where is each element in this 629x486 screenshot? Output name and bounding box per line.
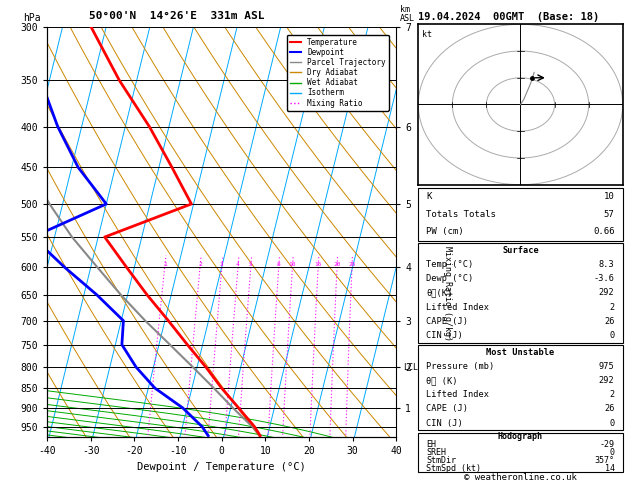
Text: Temp (°C): Temp (°C) (426, 260, 474, 269)
Text: © weatheronline.co.uk: © weatheronline.co.uk (464, 473, 577, 482)
Text: CIN (J): CIN (J) (426, 418, 463, 428)
Text: 357°: 357° (594, 456, 615, 465)
Text: 3: 3 (220, 262, 224, 267)
Text: 1: 1 (163, 262, 167, 267)
Text: 26: 26 (604, 404, 615, 414)
Text: 50°00'N  14°26'E  331m ASL: 50°00'N 14°26'E 331m ASL (89, 11, 265, 20)
Text: 0.66: 0.66 (593, 227, 615, 236)
Text: 2: 2 (610, 390, 615, 399)
Text: 292: 292 (599, 376, 615, 385)
Text: 26: 26 (604, 317, 615, 326)
Text: 20: 20 (333, 262, 341, 267)
Text: 8: 8 (277, 262, 281, 267)
Text: Pressure (mb): Pressure (mb) (426, 362, 495, 371)
Text: 57: 57 (604, 210, 615, 219)
Text: 25: 25 (348, 262, 356, 267)
Text: CAPE (J): CAPE (J) (426, 317, 469, 326)
Text: Surface: Surface (502, 245, 539, 255)
Text: 0: 0 (610, 418, 615, 428)
Text: hPa: hPa (23, 13, 40, 23)
Text: CIN (J): CIN (J) (426, 331, 463, 340)
Text: 0: 0 (610, 448, 615, 457)
Text: 975: 975 (599, 362, 615, 371)
Text: EH: EH (426, 440, 437, 449)
Text: Lifted Index: Lifted Index (426, 303, 489, 312)
Text: 10: 10 (604, 192, 615, 201)
Text: Most Unstable: Most Unstable (486, 347, 555, 357)
Text: SREH: SREH (426, 448, 447, 457)
Text: -29: -29 (599, 440, 615, 449)
Text: -3.6: -3.6 (594, 274, 615, 283)
Text: LCL: LCL (403, 363, 418, 371)
Text: 2: 2 (610, 303, 615, 312)
Text: 4: 4 (236, 262, 240, 267)
Text: km
ASL: km ASL (400, 5, 415, 23)
Text: StmDir: StmDir (426, 456, 457, 465)
Text: K: K (426, 192, 432, 201)
Text: 2: 2 (198, 262, 202, 267)
Text: θᴇ(K): θᴇ(K) (426, 288, 453, 297)
Text: 19.04.2024  00GMT  (Base: 18): 19.04.2024 00GMT (Base: 18) (418, 12, 599, 22)
Text: Mixing Ratio (g/kg): Mixing Ratio (g/kg) (443, 246, 452, 341)
Text: Hodograph: Hodograph (498, 432, 543, 441)
Legend: Temperature, Dewpoint, Parcel Trajectory, Dry Adiabat, Wet Adiabat, Isotherm, Mi: Temperature, Dewpoint, Parcel Trajectory… (287, 35, 389, 111)
Text: PW (cm): PW (cm) (426, 227, 464, 236)
Text: 0: 0 (610, 331, 615, 340)
Text: 292: 292 (599, 288, 615, 297)
Text: 14: 14 (604, 464, 615, 473)
Text: kt: kt (421, 30, 431, 39)
Text: θᴇ (K): θᴇ (K) (426, 376, 458, 385)
Text: Dewp (°C): Dewp (°C) (426, 274, 474, 283)
X-axis label: Dewpoint / Temperature (°C): Dewpoint / Temperature (°C) (137, 462, 306, 472)
Text: 8.3: 8.3 (599, 260, 615, 269)
Text: 5: 5 (249, 262, 253, 267)
Text: 10: 10 (289, 262, 296, 267)
Text: 15: 15 (314, 262, 322, 267)
Text: StmSpd (kt): StmSpd (kt) (426, 464, 481, 473)
Text: Totals Totals: Totals Totals (426, 210, 496, 219)
Text: CAPE (J): CAPE (J) (426, 404, 469, 414)
Text: Lifted Index: Lifted Index (426, 390, 489, 399)
